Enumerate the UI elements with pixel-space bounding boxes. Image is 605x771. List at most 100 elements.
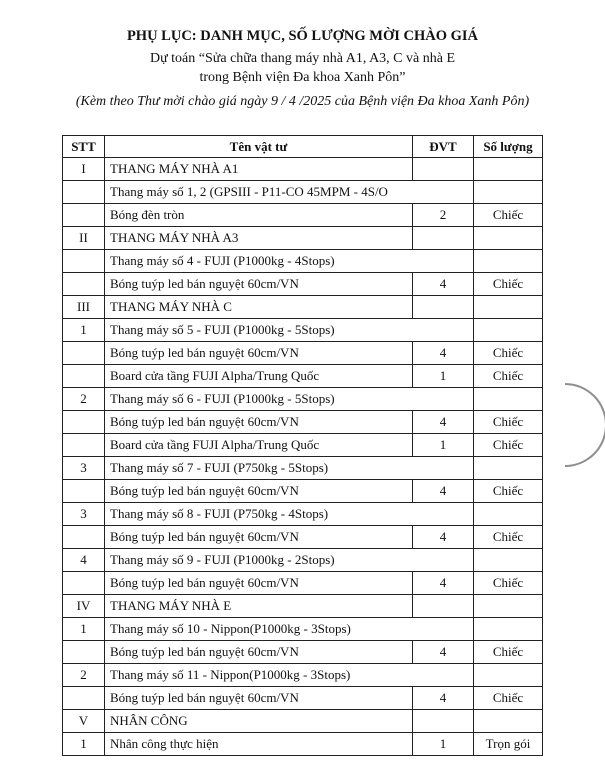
- cell-name: NHÂN CÔNG: [104, 709, 413, 733]
- cell-stt: [62, 433, 105, 457]
- cell-quantity: Chiếc: [473, 640, 543, 664]
- cell-unit: 4: [412, 525, 474, 549]
- cell-name: Thang máy số 8 - FUJI (P750kg - 4Stops): [104, 502, 474, 526]
- table-row: Board cửa tầng FUJI Alpha/Trung Quốc 1 Chi…: [62, 433, 543, 457]
- cell-quantity: [473, 709, 543, 733]
- table-row: Bóng tuýp led bán nguyệt 60cm/VN 4 Chiếc: [62, 341, 543, 365]
- table-row: 1 Thang máy số 10 - Nippon(P1000kg - 3Sto…: [62, 617, 543, 641]
- cell-name: Bóng tuýp led bán nguyệt 60cm/VN: [104, 341, 413, 365]
- cell-stt: [62, 203, 105, 227]
- table-row: Thang máy số 1, 2 (GPSIII - P11-CO 45MPM…: [62, 180, 543, 204]
- cell-name: Thang máy số 6 - FUJI (P1000kg - 5Stops): [104, 387, 474, 411]
- cell-stt: [62, 640, 105, 664]
- cell-name: Thang máy số 11 - Nippon(P1000kg - 3Stop…: [104, 663, 474, 687]
- table-header-row: STT Tên vật tư ĐVT Số lượng: [62, 135, 543, 158]
- header-unit: ĐVT: [412, 135, 474, 158]
- subtitle-line-2: trong Bệnh viện Đa khoa Xanh Pôn”: [199, 70, 406, 85]
- cell-name: Board cửa tầng FUJI Alpha/Trung Quốc: [104, 433, 413, 457]
- cell-stt: [62, 364, 105, 388]
- materials-table: STT Tên vật tư ĐVT Số lượng I THANG MÁY N…: [62, 135, 543, 756]
- cell-quantity: Chiếc: [473, 341, 543, 365]
- cell-unit: [412, 295, 474, 319]
- cell-quantity: [473, 502, 543, 526]
- cell-name: Bóng tuýp led bán nguyệt 60cm/VN: [104, 479, 413, 503]
- cell-name: Bóng tuýp led bán nguyệt 60cm/VN: [104, 272, 413, 296]
- table-row: Bóng tuýp led bán nguyệt 60cm/VN 4 Chiếc: [62, 571, 543, 595]
- cell-quantity: Chiếc: [473, 571, 543, 595]
- table-row: 1 Nhân công thực hiện 1 Trọn gói: [62, 732, 543, 756]
- table-row: 1 Thang máy số 5 - FUJI (P1000kg - 5Stops…: [62, 318, 543, 342]
- cell-stt: [62, 525, 105, 549]
- cell-quantity: [473, 226, 543, 250]
- document-title: PHỤ LỤC: DANH MỤC, SỐ LƯỢNG MỜI CHÀO GIÁ: [126, 28, 479, 44]
- cell-quantity: Chiếc: [473, 479, 543, 503]
- stamp-seal: [565, 383, 605, 467]
- table-row: IV THANG MÁY NHÀ E: [62, 594, 543, 618]
- cell-unit: 2: [412, 203, 474, 227]
- cell-quantity: [473, 663, 543, 687]
- table-row: Bóng tuýp led bán nguyệt 60cm/VN 4 Chiếc: [62, 525, 543, 549]
- cell-stt: [62, 272, 105, 296]
- cell-name: Thang máy số 10 - Nippon(P1000kg - 3Stop…: [104, 617, 474, 641]
- cell-name: THANG MÁY NHÀ E: [104, 594, 413, 618]
- cell-name: Thang máy số 9 - FUJI (P1000kg - 2Stops): [104, 548, 474, 572]
- cell-quantity: Chiếc: [473, 272, 543, 296]
- table-row: Bóng tuýp led bán nguyệt 60cm/VN 4 Chiếc: [62, 272, 543, 296]
- table-row: 3 Thang máy số 8 - FUJI (P750kg - 4Stops): [62, 502, 543, 526]
- cell-quantity: [473, 157, 543, 181]
- table-row: Board cửa tầng FUJI Alpha/Trung Quốc 1 Chi…: [62, 364, 543, 388]
- table-row: 3 Thang máy số 7 - FUJI (P750kg - 5Stops): [62, 456, 543, 480]
- cell-quantity: [473, 295, 543, 319]
- cell-stt: 1: [62, 617, 105, 641]
- table-row: 4 Thang máy số 9 - FUJI (P1000kg - 2Stops…: [62, 548, 543, 572]
- cell-stt: 2: [62, 387, 105, 411]
- cell-quantity: [473, 387, 543, 411]
- cell-stt: I: [62, 157, 105, 181]
- cell-stt: [62, 341, 105, 365]
- cell-stt: [62, 571, 105, 595]
- table-row: Bóng tuýp led bán nguyệt 60cm/VN 4 Chiếc: [62, 479, 543, 503]
- table-row: II THANG MÁY NHÀ A3: [62, 226, 543, 250]
- cell-quantity: Chiếc: [473, 203, 543, 227]
- table-row: V NHÂN CÔNG: [62, 709, 543, 733]
- header-name: Tên vật tư: [104, 135, 413, 158]
- cell-quantity: Chiếc: [473, 525, 543, 549]
- table-row: Bóng đèn tròn 2 Chiếc: [62, 203, 543, 227]
- cell-quantity: [473, 548, 543, 572]
- cell-unit: 4: [412, 341, 474, 365]
- cell-name: Bóng tuýp led bán nguyệt 60cm/VN: [104, 571, 413, 595]
- cell-unit: 4: [412, 571, 474, 595]
- cell-quantity: [473, 456, 543, 480]
- cell-unit: [412, 709, 474, 733]
- cell-quantity: Chiếc: [473, 410, 543, 434]
- table-row: Bóng tuýp led bán nguyệt 60cm/VN 4 Chiếc: [62, 686, 543, 710]
- cell-stt: 4: [62, 548, 105, 572]
- cell-name: Thang máy số 1, 2 (GPSIII - P11-CO 45MPM…: [104, 180, 474, 204]
- header-stt: STT: [62, 135, 105, 158]
- cell-unit: 4: [412, 410, 474, 434]
- table-row: 2 Thang máy số 11 - Nippon(P1000kg - 3Sto…: [62, 663, 543, 687]
- cell-name: Bóng tuýp led bán nguyệt 60cm/VN: [104, 525, 413, 549]
- cell-unit: 1: [412, 364, 474, 388]
- cell-name: THANG MÁY NHÀ A1: [104, 157, 413, 181]
- cell-name: Nhân công thực hiện: [104, 732, 413, 756]
- table-row: Bóng tuýp led bán nguyệt 60cm/VN 4 Chiếc: [62, 640, 543, 664]
- cell-quantity: Trọn gói: [473, 732, 543, 756]
- cell-quantity: [473, 180, 543, 204]
- cell-stt: [62, 479, 105, 503]
- cell-unit: [412, 594, 474, 618]
- attachment-note: (Kèm theo Thư mời chào giá ngày 9 / 4 /2…: [75, 94, 530, 109]
- cell-name: Thang máy số 5 - FUJI (P1000kg - 5Stops): [104, 318, 474, 342]
- cell-quantity: [473, 617, 543, 641]
- cell-name: Bóng đèn tròn: [104, 203, 413, 227]
- cell-name: THANG MÁY NHÀ A3: [104, 226, 413, 250]
- cell-quantity: [473, 594, 543, 618]
- cell-stt: 3: [62, 456, 105, 480]
- cell-stt: [62, 410, 105, 434]
- cell-unit: 4: [412, 640, 474, 664]
- cell-stt: 1: [62, 732, 105, 756]
- cell-unit: 1: [412, 732, 474, 756]
- cell-quantity: [473, 318, 543, 342]
- cell-stt: II: [62, 226, 105, 250]
- cell-quantity: Chiếc: [473, 433, 543, 457]
